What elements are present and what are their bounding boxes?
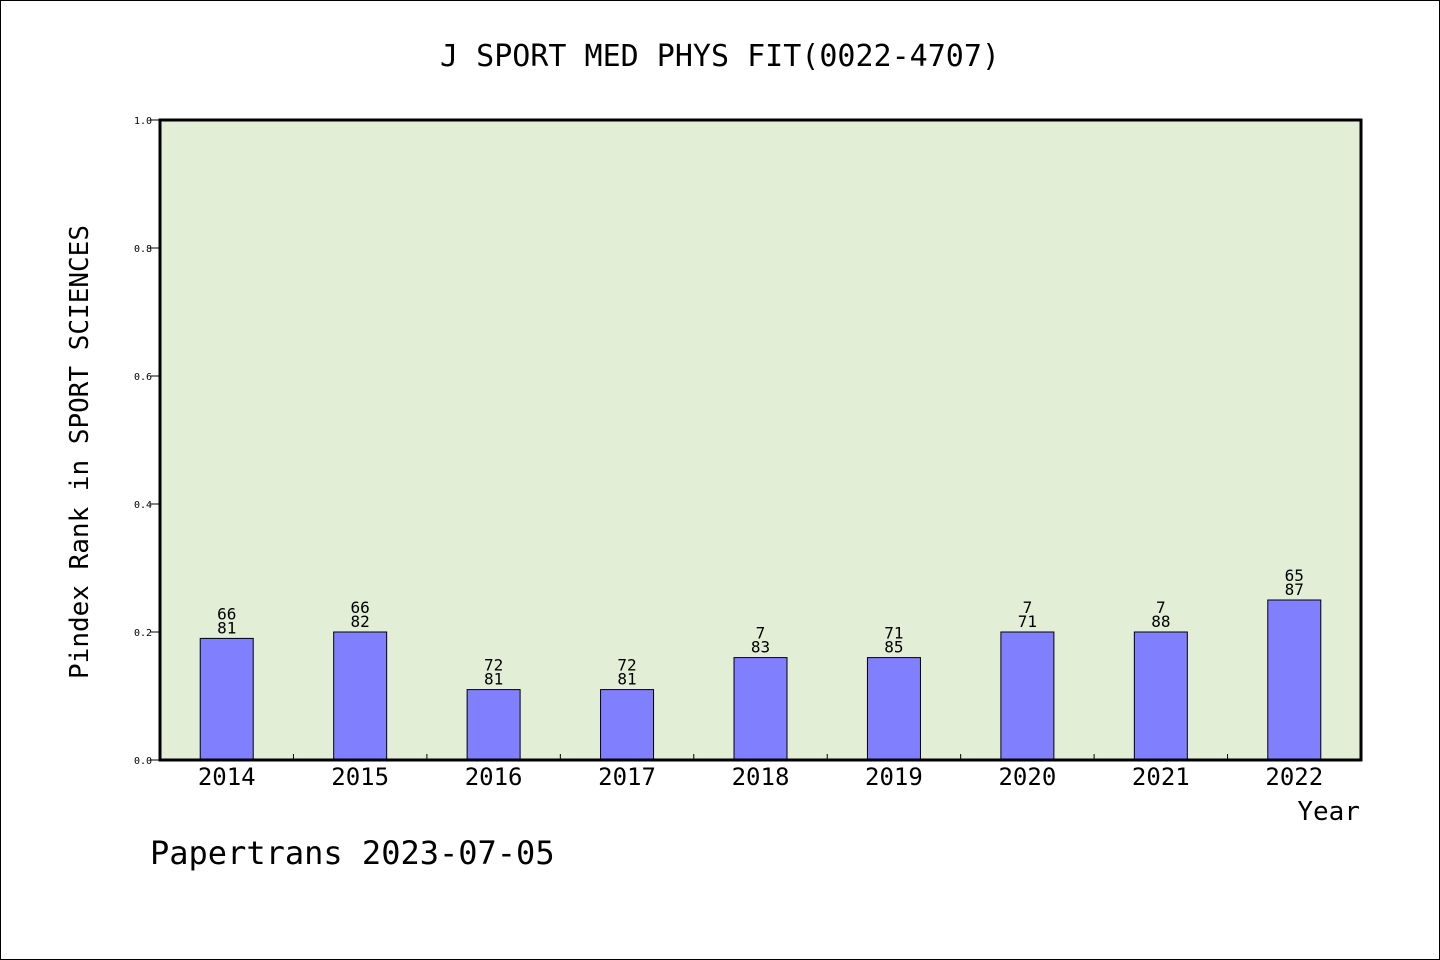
bar-annotation-top: 71	[884, 624, 903, 643]
x-tick-label: 2022	[1265, 763, 1323, 791]
footer-credit: Papertrans 2023-07-05	[150, 834, 555, 872]
bar-annotation-top: 66	[217, 604, 236, 623]
bar-annotation-bottom: 88	[1151, 612, 1170, 631]
y-tick-label: 0.6	[134, 372, 152, 383]
x-tick-label: 2018	[732, 763, 790, 791]
y-tick-label: 1.0	[134, 116, 152, 127]
y-tick-label: 0.2	[134, 628, 152, 639]
bar	[733, 657, 788, 761]
bar-annotation-top: 7	[1023, 598, 1033, 617]
x-tick-label: 2017	[598, 763, 656, 791]
bar-annotation-bottom: 81	[617, 670, 636, 689]
x-axis: 2014 2015 2016 2017 2018 2019 2020 2021 2022	[198, 754, 1323, 791]
x-tick-label: 2020	[998, 763, 1056, 791]
bar-annotation-bottom: 83	[751, 638, 770, 657]
bar-annotation-top: 72	[484, 656, 503, 675]
y-tick-label: 0.8	[134, 244, 152, 255]
bar	[600, 689, 655, 761]
bar-annotation-bottom: 87	[1285, 580, 1304, 599]
y-axis-label: Pindex Rank in SPORT SCIENCES	[65, 225, 95, 679]
bar-annotation-top: 72	[617, 656, 636, 675]
bar-annotation-top: 65	[1285, 566, 1304, 585]
bar-annotation-bottom: 71	[1018, 612, 1037, 631]
bar-annotation-top: 7	[1156, 598, 1166, 617]
bar	[333, 631, 388, 761]
bar-annotation-top: 66	[351, 598, 370, 617]
x-axis-label: Year	[1297, 797, 1360, 827]
plot-frame	[158, 118, 1363, 762]
x-tick-label: 2019	[865, 763, 923, 791]
x-tick-label: 2015	[331, 763, 389, 791]
bar	[866, 657, 921, 761]
y-axis: 0.0 0.2 0.4 0.6 0.8 1.0	[134, 116, 160, 767]
bar-annotation-top: 7	[756, 624, 766, 643]
bar-annotation-bottom: 82	[351, 612, 370, 631]
x-tick-label: 2014	[198, 763, 256, 791]
bar	[1267, 599, 1322, 761]
bar	[199, 637, 254, 761]
x-tick-label: 2016	[465, 763, 523, 791]
bar-annotation-bottom: 81	[217, 618, 236, 637]
bar	[1133, 631, 1188, 761]
bar-annotation-bottom: 81	[484, 670, 503, 689]
bar	[466, 689, 521, 761]
chart-title: J SPORT MED PHYS FIT(0022-4707)	[440, 39, 1000, 74]
y-tick-label: 0.0	[134, 756, 152, 767]
bar	[1000, 631, 1055, 761]
bar-annotation-bottom: 85	[884, 638, 903, 657]
x-tick-label: 2021	[1132, 763, 1190, 791]
y-tick-label: 0.4	[134, 500, 152, 511]
